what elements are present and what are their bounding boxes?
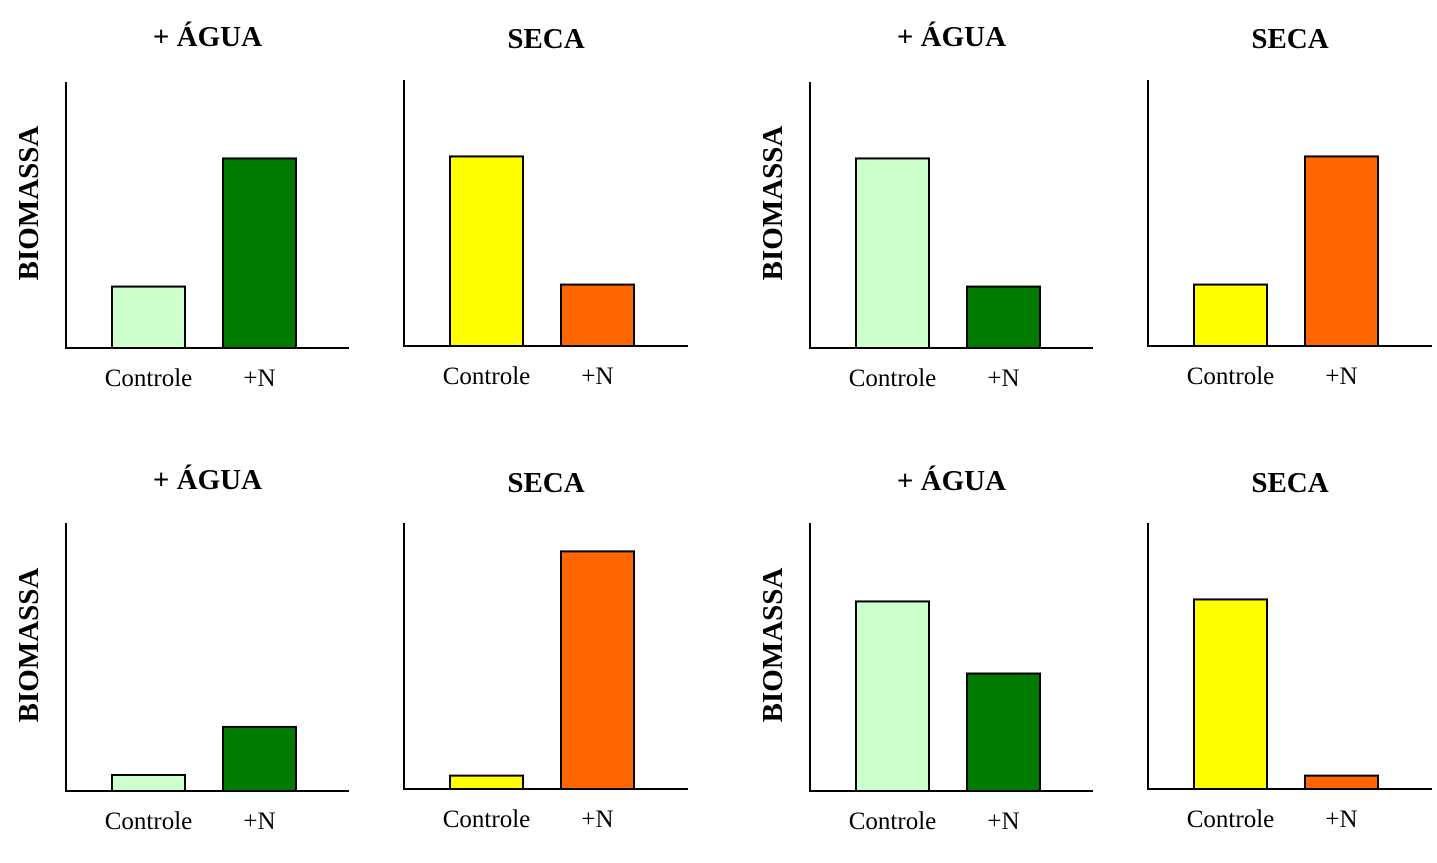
chart-title: + ÁGUA [153,463,262,496]
x-tick-label: Controle [105,365,193,392]
x-tick-label: +N [1325,806,1357,833]
axis-lines [1147,80,1432,347]
y-axis-label: BIOMASSA [757,568,789,723]
axis-lines [65,523,349,792]
y-axis-label: BIOMASSA [757,126,789,281]
bar-controle [1193,283,1268,347]
x-tick-label: +N [1325,363,1357,390]
axis-lines [65,82,349,349]
chart-panel-8: SECA Controle +N [1147,467,1432,833]
x-tick-label: Controle [849,365,937,392]
bar-controle [855,600,930,792]
bar-plus-n [222,157,297,349]
chart-panel-7: + ÁGUA BIOMASSA Controle +N [757,464,1093,835]
bar-controle [449,155,524,347]
x-tick-label: Controle [849,808,937,835]
y-axis-label: BIOMASSA [13,126,45,281]
bar-controle [111,773,186,792]
x-tick-label: Controle [1187,363,1275,390]
chart-panel-3: + ÁGUA BIOMASSA Controle +N [757,20,1093,392]
x-tick-label: Controle [1187,806,1275,833]
x-tick-label: Controle [443,363,531,390]
chart-title: SECA [507,23,584,55]
y-axis-label: BIOMASSA [13,568,45,723]
bar-plus-n [1304,155,1379,347]
bar-plus-n [1304,774,1379,791]
axis-lines [1147,523,1432,790]
bar-plus-n [222,725,297,792]
axis-lines [403,523,688,790]
chart-panel-6: SECA Controle +N [403,467,688,833]
chart-panel-5: + ÁGUA BIOMASSA Controle +N [13,463,349,835]
x-tick-label: +N [243,808,275,835]
x-tick-label: +N [243,365,275,392]
x-tick-label: +N [987,808,1019,835]
chart-title: SECA [1251,467,1328,499]
x-tick-label: Controle [443,806,531,833]
bar-controle [855,157,930,349]
chart-title: SECA [507,467,584,499]
chart-title: + ÁGUA [153,20,262,53]
x-tick-label: +N [581,806,613,833]
chart-title: + ÁGUA [897,464,1006,497]
bar-controle [449,774,524,791]
bar-plus-n [560,550,635,790]
axis-lines [809,82,1093,349]
bar-controle [1193,598,1268,790]
chart-title: + ÁGUA [897,20,1006,53]
x-tick-label: Controle [105,808,193,835]
bar-controle [111,285,186,349]
bar-plus-n [966,672,1041,793]
chart-panel-2: SECA Controle +N [403,23,688,390]
chart-panel-1: + ÁGUA BIOMASSA Controle +N [13,20,349,392]
bar-plus-n [560,283,635,347]
bar-plus-n [966,285,1041,349]
chart-panel-4: SECA Controle +N [1147,23,1432,390]
axis-lines [403,80,688,347]
x-tick-label: +N [987,365,1019,392]
chart-title: SECA [1251,23,1328,55]
axis-lines [809,523,1093,792]
x-tick-label: +N [581,363,613,390]
